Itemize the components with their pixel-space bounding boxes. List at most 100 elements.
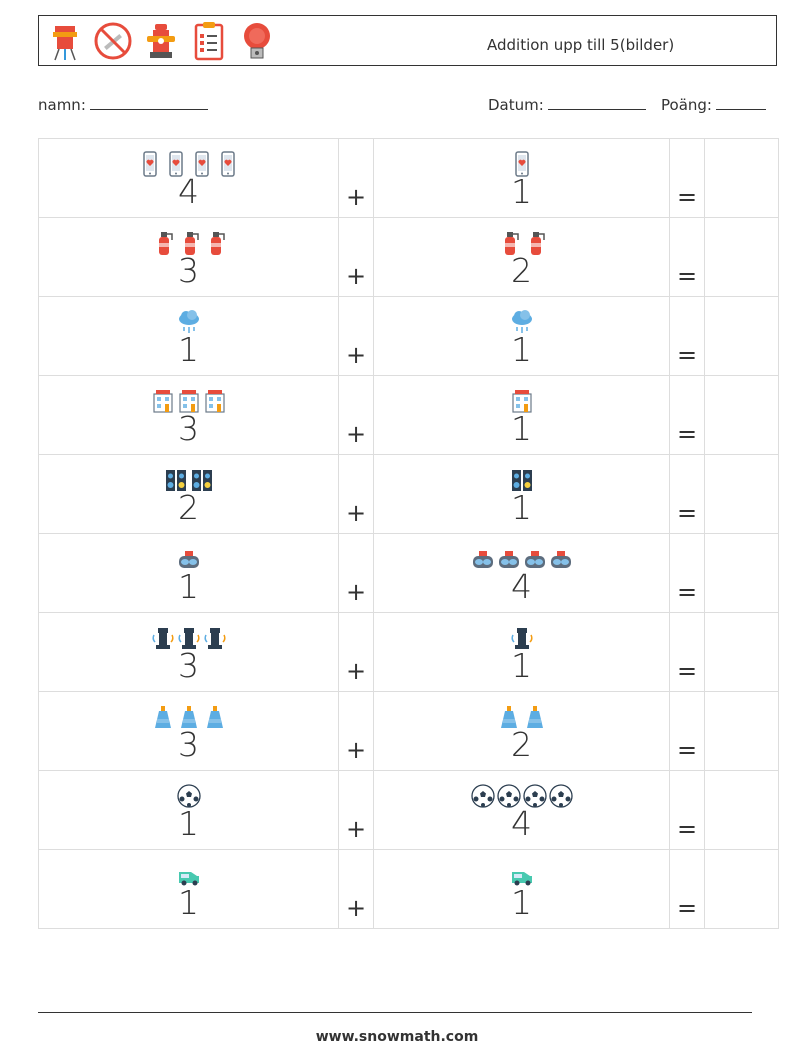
chess-rook-icon: [151, 628, 174, 649]
page-title: Addition upp till 5(bilder): [487, 36, 675, 54]
building-icon: [178, 390, 199, 413]
addend-b-pictures: [374, 307, 669, 335]
fire-extinguisher-icon: [530, 232, 545, 255]
plus-sign: +: [338, 691, 374, 771]
answer-cell[interactable]: [704, 770, 779, 850]
vr-headset-icon: [524, 551, 545, 568]
addend-a-cell: 3: [38, 217, 339, 297]
building-icon: [152, 390, 173, 413]
addend-a-number: 1: [178, 804, 199, 843]
addend-b-number: 1: [511, 488, 532, 527]
addend-a-cell: 1: [38, 770, 339, 850]
addend-b-cell: 1: [373, 296, 670, 376]
equals-sign: =: [669, 217, 705, 297]
soccer-ball-icon: [548, 784, 573, 808]
speaker-icon: [191, 470, 212, 491]
chess-rook-icon: [510, 628, 533, 649]
addend-b-number: 1: [511, 883, 532, 922]
score-field: Poäng:: [661, 95, 766, 114]
addend-a-pictures: [39, 307, 338, 335]
speaker-icon: [511, 470, 532, 491]
name-label: namn:: [38, 96, 86, 114]
vr-headset-icon: [472, 551, 493, 568]
addend-b-pictures: [374, 386, 669, 414]
soccer-ball-icon: [496, 784, 521, 808]
plus-sign: +: [338, 849, 374, 929]
plus-sign: +: [338, 533, 374, 613]
answer-cell[interactable]: [704, 217, 779, 297]
addend-b-cell: 2: [373, 217, 670, 297]
chess-rook-icon: [203, 628, 226, 649]
addend-a-pictures: [39, 623, 338, 651]
equals-sign: =: [669, 849, 705, 929]
plus-sign: +: [338, 770, 374, 850]
addend-b-cell: 4: [373, 770, 670, 850]
van-icon: [511, 872, 532, 886]
phone-heart-icon: [142, 151, 157, 177]
addend-a-number: 1: [178, 567, 199, 606]
answer-cell[interactable]: [704, 691, 779, 771]
table-row: 3 +1 =: [38, 612, 779, 692]
addend-b-pictures: [374, 465, 669, 493]
addend-a-cell: 3: [38, 691, 339, 771]
addend-a-pictures: [39, 544, 338, 572]
addend-a-cell: 2: [38, 454, 339, 534]
addend-a-cell: 3: [38, 612, 339, 692]
addend-b-pictures: [374, 702, 669, 730]
phone-heart-icon: [514, 151, 529, 177]
bottle-icon: [206, 706, 223, 728]
addend-b-pictures: [374, 860, 669, 888]
fire-extinguisher-icon: [184, 232, 199, 255]
addend-b-cell: 2: [373, 691, 670, 771]
plus-sign: +: [338, 296, 374, 376]
alarm-bell-icon: [244, 23, 270, 59]
addend-b-pictures: [374, 544, 669, 572]
fire-extinguisher-icon: [210, 232, 225, 255]
rain-cloud-icon: [178, 310, 199, 333]
addend-a-cell: 1: [38, 296, 339, 376]
addend-b-number: 1: [511, 172, 532, 211]
addend-a-pictures: [39, 702, 338, 730]
addend-b-number: 2: [511, 251, 532, 290]
phone-heart-icon: [220, 151, 235, 177]
answer-cell[interactable]: [704, 849, 779, 929]
fire-hydrant-icon: [147, 24, 175, 58]
table-row: 1 +1 =: [38, 296, 779, 376]
addend-b-cell: 1: [373, 454, 670, 534]
answer-cell[interactable]: [704, 296, 779, 376]
addend-a-number: 3: [178, 725, 199, 764]
header-box: Addition upp till 5(bilder): [38, 15, 777, 66]
addend-b-pictures: [374, 623, 669, 651]
addend-a-pictures: [39, 465, 338, 493]
table-row: 4 +1 =: [38, 138, 779, 218]
answer-cell[interactable]: [704, 454, 779, 534]
addend-b-number: 1: [511, 330, 532, 369]
answer-cell[interactable]: [704, 533, 779, 613]
score-line: [715, 95, 766, 110]
addend-b-cell: 1: [373, 138, 670, 218]
header-icons: [45, 20, 277, 62]
footer-divider: [38, 1012, 752, 1013]
answer-cell[interactable]: [704, 138, 779, 218]
date-field: Datum:: [488, 95, 646, 114]
addend-a-cell: 1: [38, 533, 339, 613]
building-icon: [204, 390, 225, 413]
table-row: 1 +1 =: [38, 849, 779, 929]
equals-sign: =: [669, 296, 705, 376]
addend-a-pictures: [39, 228, 338, 256]
addend-a-pictures: [39, 860, 338, 888]
addend-b-pictures: [374, 149, 669, 177]
table-row: 2 +1 =: [38, 454, 779, 534]
addend-a-cell: 3: [38, 375, 339, 455]
addend-a-number: 4: [178, 172, 199, 211]
answer-cell[interactable]: [704, 612, 779, 692]
plus-sign: +: [338, 138, 374, 218]
soccer-ball-icon: [176, 784, 201, 808]
addend-a-cell: 1: [38, 849, 339, 929]
plus-sign: +: [338, 217, 374, 297]
answer-cell[interactable]: [704, 375, 779, 455]
addend-a-number: 1: [178, 883, 199, 922]
addend-b-number: 2: [511, 725, 532, 764]
equals-sign: =: [669, 375, 705, 455]
phone-heart-icon: [194, 151, 209, 177]
